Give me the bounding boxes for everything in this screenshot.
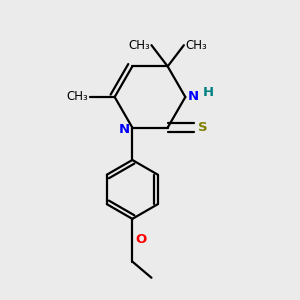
Text: N: N — [119, 123, 130, 136]
Text: CH₃: CH₃ — [66, 91, 88, 103]
Text: H: H — [202, 86, 214, 99]
Text: N: N — [188, 90, 199, 103]
Text: S: S — [198, 121, 207, 134]
Text: CH₃: CH₃ — [128, 39, 150, 52]
Text: O: O — [136, 233, 147, 246]
Text: CH₃: CH₃ — [185, 39, 207, 52]
